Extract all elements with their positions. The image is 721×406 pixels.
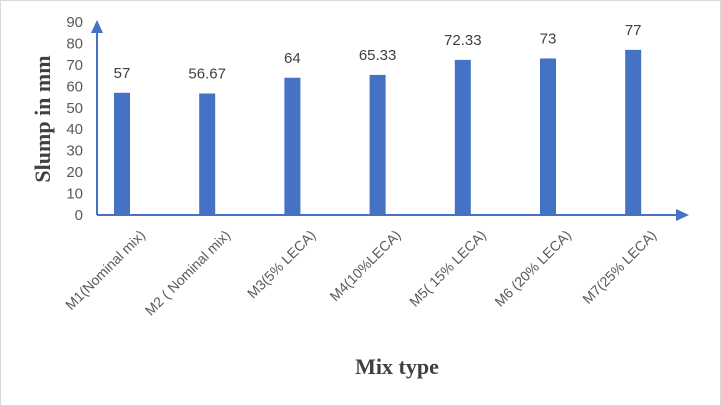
category-label: M1(Nominal mix) (62, 227, 148, 313)
data-label: 56.67 (188, 65, 226, 82)
bar (114, 93, 130, 215)
y-axis-arrowhead (91, 20, 103, 33)
y-axis-ticks: 0 10 20 30 40 50 60 70 80 90 (66, 14, 83, 224)
bar (455, 60, 471, 215)
x-axis-arrowhead (676, 209, 689, 221)
category-label: M7(25% LECA) (579, 227, 659, 307)
category-label: M6 (20% LECA) (491, 227, 574, 310)
y-tick-label: 0 (75, 207, 83, 224)
y-tick-label: 20 (66, 164, 83, 181)
y-tick-label: 80 (66, 35, 83, 52)
y-tick-label: 40 (66, 121, 83, 138)
y-tick-label: 90 (66, 14, 83, 31)
data-label: 64 (284, 50, 301, 67)
data-label: 73 (540, 30, 557, 47)
data-label: 77 (625, 22, 642, 39)
bar (625, 50, 641, 215)
bar (540, 58, 556, 215)
y-tick-label: 10 (66, 186, 83, 203)
data-label: 57 (114, 65, 131, 82)
bar (370, 75, 386, 215)
y-tick-label: 30 (66, 143, 83, 160)
data-label: 65.33 (359, 47, 397, 64)
y-tick-label: 70 (66, 57, 83, 74)
category-label: M2 ( Nominal mix) (142, 227, 234, 319)
bar (284, 78, 300, 215)
category-labels: M1(Nominal mix)M2 ( Nominal mix) M3(5% LE… (62, 227, 659, 319)
category-label: M3(5% LECA) (244, 227, 319, 302)
bar (199, 93, 215, 215)
data-label: 72.33 (444, 32, 482, 49)
category-label: M5( 15% LECA) (406, 227, 489, 310)
category-label: M4(10%LECA) (326, 227, 403, 304)
y-tick-label: 60 (66, 78, 83, 95)
data-labels: 57 56.67 64 65.33 72.33 73 77 (114, 22, 642, 83)
y-tick-label: 50 (66, 100, 83, 117)
y-axis-title: Slump in mm (30, 55, 55, 182)
x-axis-title: Mix type (355, 354, 439, 379)
